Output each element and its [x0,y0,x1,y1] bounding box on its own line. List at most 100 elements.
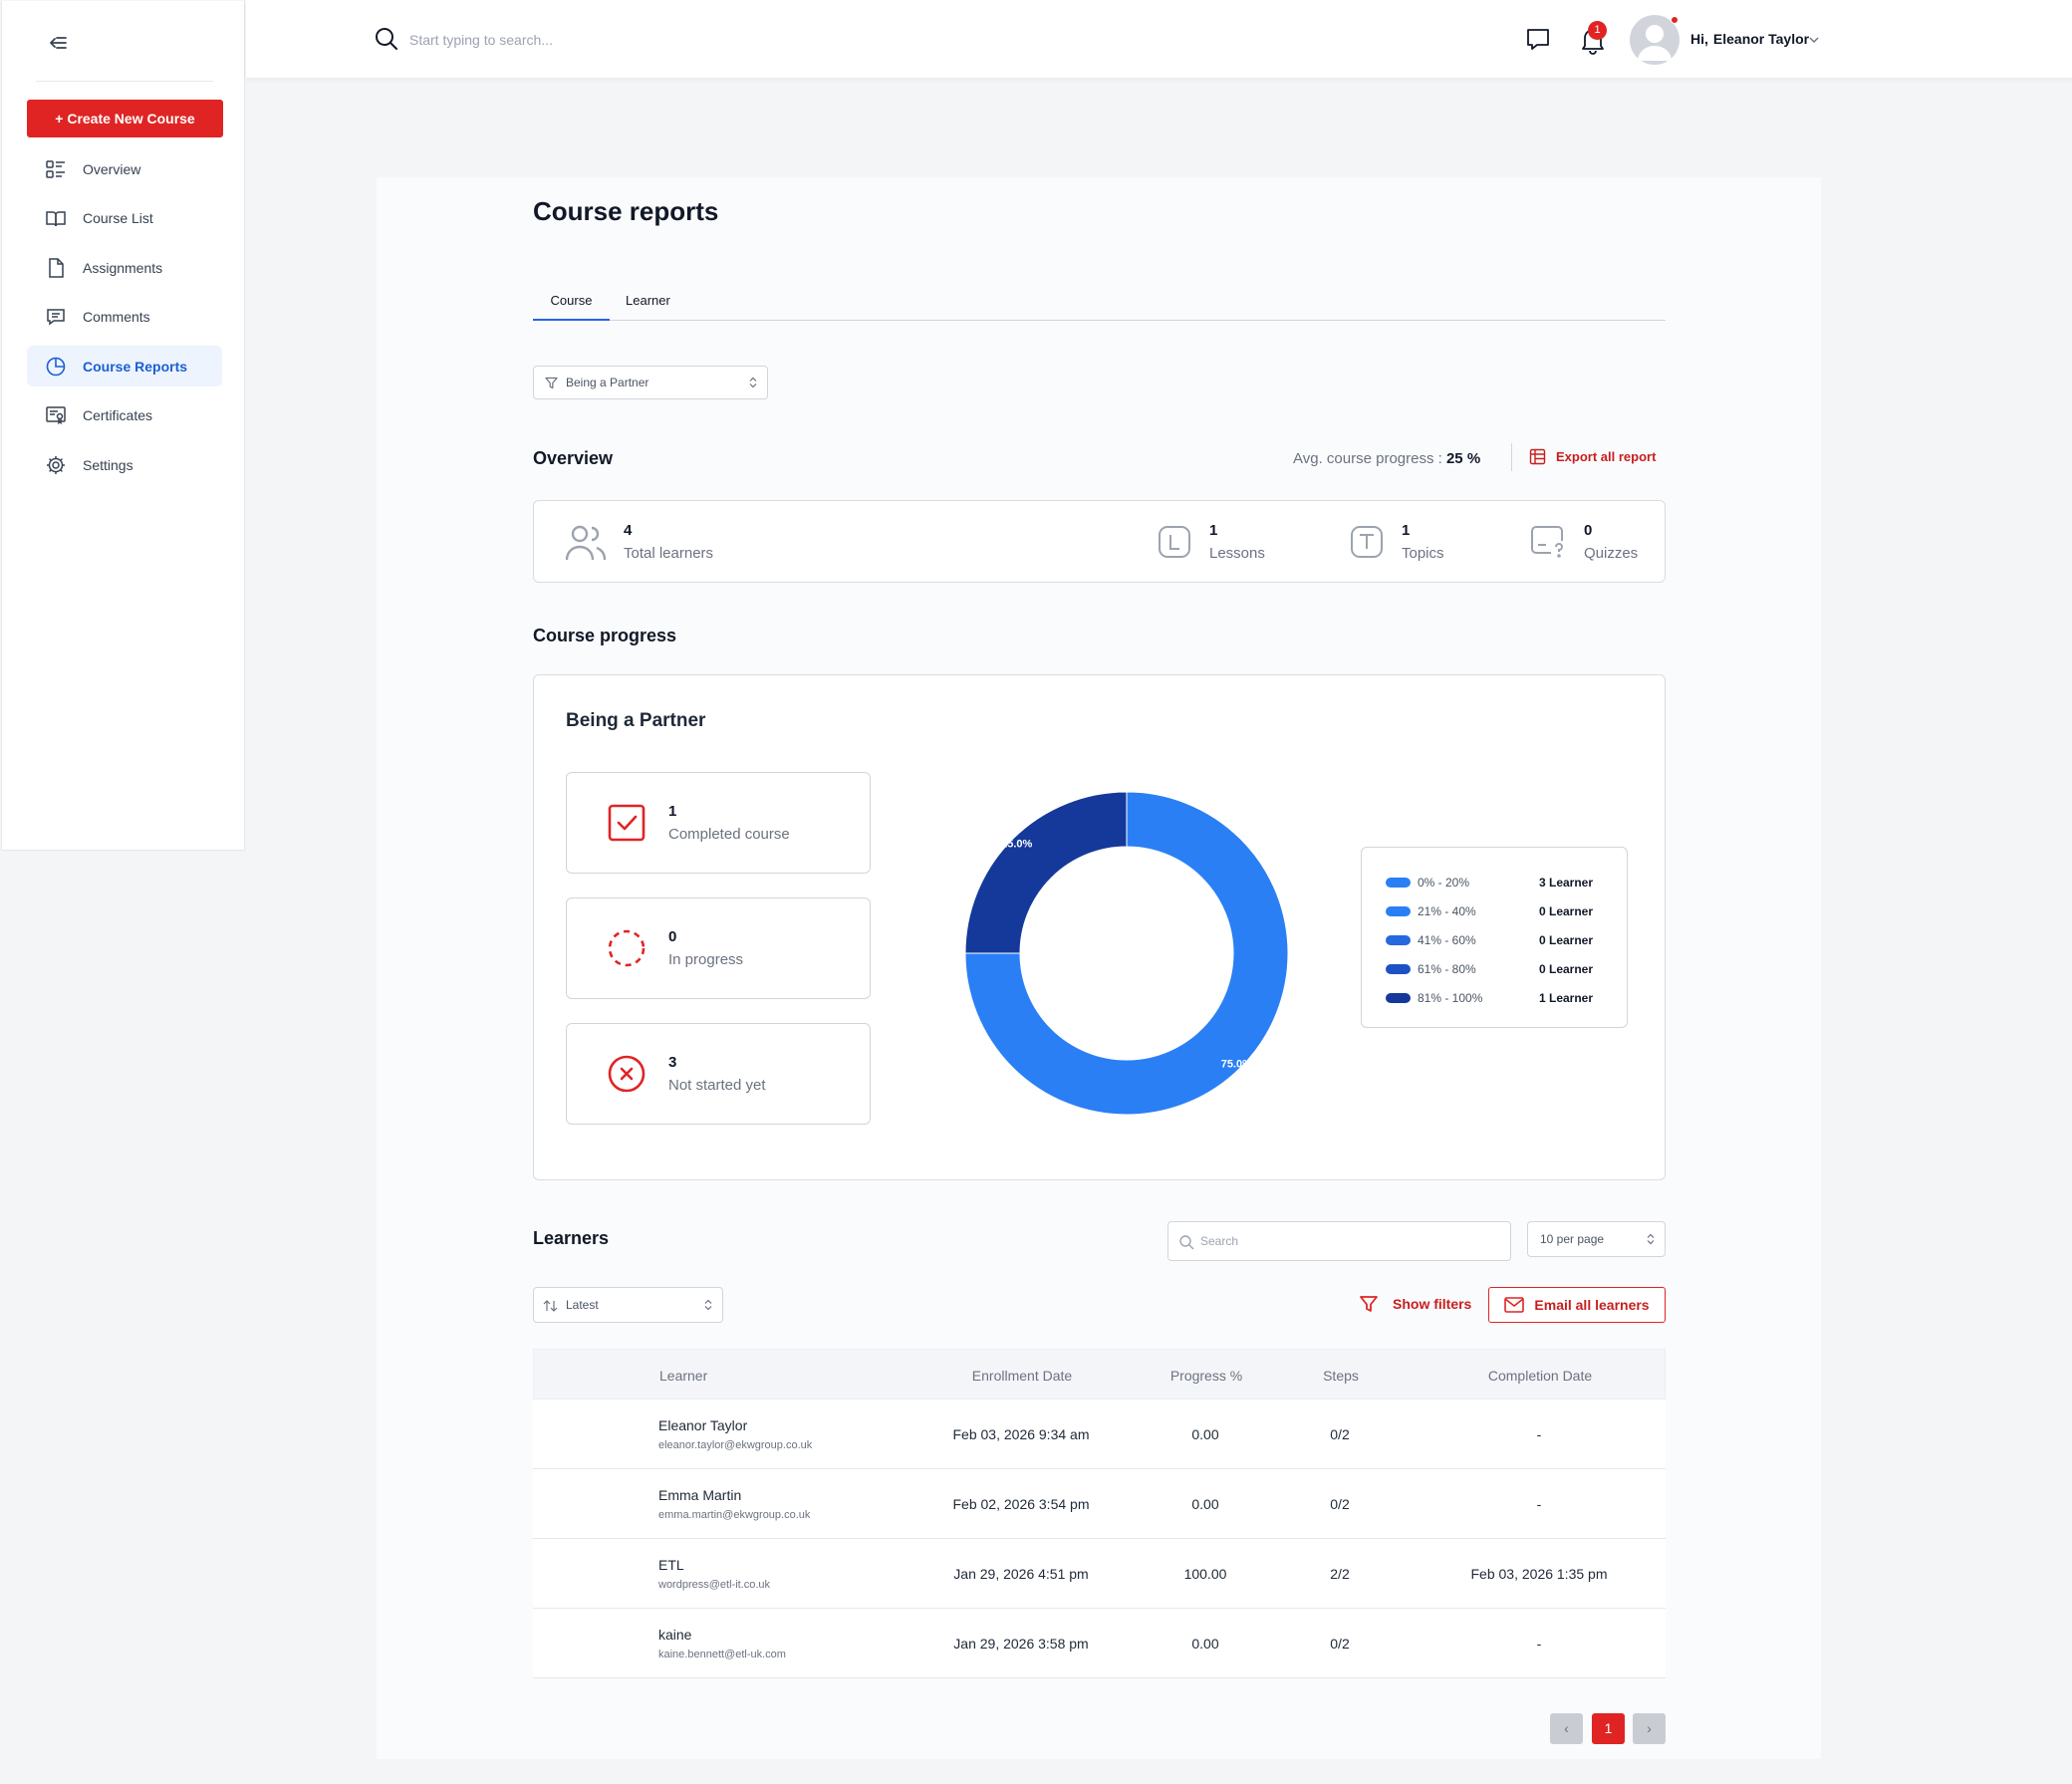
progress-spinner-icon [608,929,646,967]
show-filters-label: Show filters [1393,1296,1472,1312]
chat-icon[interactable] [1524,26,1552,54]
legend-swatch [1386,905,1411,916]
status-value: 0 [668,928,677,945]
learners-table: Learner Enrollment Date Progress % Steps… [533,1349,1666,1678]
pie-chart-icon [46,357,66,376]
book-icon [46,211,66,227]
sidebar: + Create New Course Overview Course List… [1,1,245,851]
donut-slice[interactable] [964,791,1128,954]
collapse-sidebar-icon[interactable] [42,31,72,55]
pagination-page-1[interactable]: 1 [1592,1713,1625,1744]
table-header: Learner Enrollment Date Progress % Steps… [533,1349,1666,1400]
learner-search [1167,1221,1511,1261]
email-all-learners-button[interactable]: Email all learners [1488,1287,1666,1323]
legend-swatch [1386,963,1411,974]
pagination-next-button[interactable]: › [1633,1713,1666,1744]
checkbox-checked-icon [608,804,646,842]
create-new-course-button[interactable]: + Create New Course [27,100,223,137]
donut-slice[interactable] [964,791,1289,1116]
sidebar-item-course-list[interactable]: Course List [27,198,222,239]
main-content: Course reports Course Learner Being a Pa… [377,177,1821,1759]
sidebar-item-assignments[interactable]: Assignments [27,247,222,288]
column-header-steps[interactable]: Steps [1323,1368,1359,1384]
stat-label: Lessons [1209,544,1265,562]
export-all-report-button[interactable]: Export all report [1529,448,1656,465]
page-title: Course reports [533,196,719,226]
course-name: Being a Partner [566,710,706,731]
legend-item: 0% - 20% 3 Learner [1386,868,1603,896]
pagination-prev-button[interactable]: ‹ [1550,1713,1583,1744]
per-page-select[interactable]: 10 per page [1527,1221,1666,1257]
select-arrows-icon [749,377,757,388]
learner-search-input[interactable] [1200,1222,1499,1260]
document-icon [49,257,64,278]
progress-percent: 0.00 [1191,1426,1219,1442]
x-circle-icon [608,1055,646,1093]
learners-title: Learners [533,1228,610,1248]
steps: 0/2 [1330,1496,1350,1512]
completion-date: - [1536,1636,1542,1652]
sidebar-divider [36,81,213,82]
status-label: In progress [668,951,744,968]
table-row[interactable]: Eleanor Taylor eleanor.taylor@ekwgroup.c… [533,1400,1666,1469]
global-search-input[interactable] [409,26,808,54]
column-header-learner[interactable]: Learner [659,1368,708,1384]
learner-name: Emma Martin [658,1487,742,1503]
chevron-down-icon[interactable] [1808,34,1820,46]
learner-name: ETL [658,1557,684,1573]
sidebar-item-label: Course List [83,210,153,226]
sort-select[interactable]: Latest [533,1287,723,1323]
column-header-enrollment-date[interactable]: Enrollment Date [971,1368,1073,1384]
greeting-text: Hi, [1690,31,1708,47]
stat-label: Total learners [624,544,714,562]
progress-percent: 0.00 [1191,1496,1219,1512]
stat-value: 0 [1584,521,1593,539]
avg-progress-label: Avg. course progress : [1293,450,1442,467]
course-filter-select[interactable]: Being a Partner [533,366,768,399]
sidebar-item-course-reports[interactable]: Course Reports [27,346,222,386]
sidebar-item-overview[interactable]: Overview [27,148,222,189]
column-header-completion-date[interactable]: Completion Date [1487,1368,1593,1384]
legend-swatch [1386,877,1411,888]
table-row[interactable]: Emma Martin emma.martin@ekwgroup.co.uk F… [533,1469,1666,1539]
sidebar-item-certificates[interactable]: Certificates [27,395,222,436]
sidebar-item-settings[interactable]: Settings [27,444,222,485]
filter-icon [545,377,558,389]
sidebar-item-comments[interactable]: Comments [27,297,222,338]
sort-value: Latest [566,1298,599,1312]
table-row[interactable]: kaine kaine.bennett@etl-uk.com Jan 29, 2… [533,1609,1666,1678]
tab-learner[interactable]: Learner [626,293,670,308]
user-name: Eleanor Taylor [1712,31,1810,47]
legend-item: 61% - 80% 0 Learner [1386,954,1603,983]
stat-label: Topics [1402,544,1444,562]
steps: 2/2 [1330,1566,1350,1582]
learner-name: Eleanor Taylor [658,1417,748,1433]
enrollment-date: Feb 02, 2026 3:54 pm [952,1496,1090,1512]
avatar[interactable] [1630,15,1680,65]
top-header: 1 Hi,Eleanor Taylor [246,0,2072,78]
email-icon [1504,1297,1525,1313]
show-filters-button[interactable]: Show filters [1359,1294,1471,1314]
user-menu[interactable]: Hi, Eleanor Taylor [1690,31,1809,47]
learner-email: kaine.bennett@etl-uk.com [658,1649,786,1660]
email-all-label: Email all learners [1534,1297,1650,1313]
legend-count: 1 Learner [1539,990,1594,1005]
legend-count: 0 Learner [1539,961,1594,976]
sort-icon [543,1300,558,1312]
stat-total-learners: 4 Total learners [564,501,713,582]
sidebar-item-label: Assignments [83,259,163,276]
stat-value: 1 [1209,521,1218,539]
filter-icon [1360,1296,1378,1312]
topic-icon [1351,525,1383,558]
sidebar-item-label: Overview [83,160,141,177]
status-label: Completed course [668,826,790,843]
table-row[interactable]: ETL wordpress@etl-it.co.uk Jan 29, 2026 … [533,1539,1666,1609]
status-in-progress-card: 0 In progress [566,897,871,999]
legend-swatch [1386,992,1411,1003]
tab-course[interactable]: Course [533,293,610,321]
enrollment-date: Jan 29, 2026 4:51 pm [953,1566,1089,1582]
column-header-progress[interactable]: Progress % [1169,1368,1243,1384]
status-value: 1 [668,803,677,820]
enrollment-date: Jan 29, 2026 3:58 pm [953,1636,1089,1652]
progress-donut-chart: 75.0% 25.0% [964,791,1289,1116]
